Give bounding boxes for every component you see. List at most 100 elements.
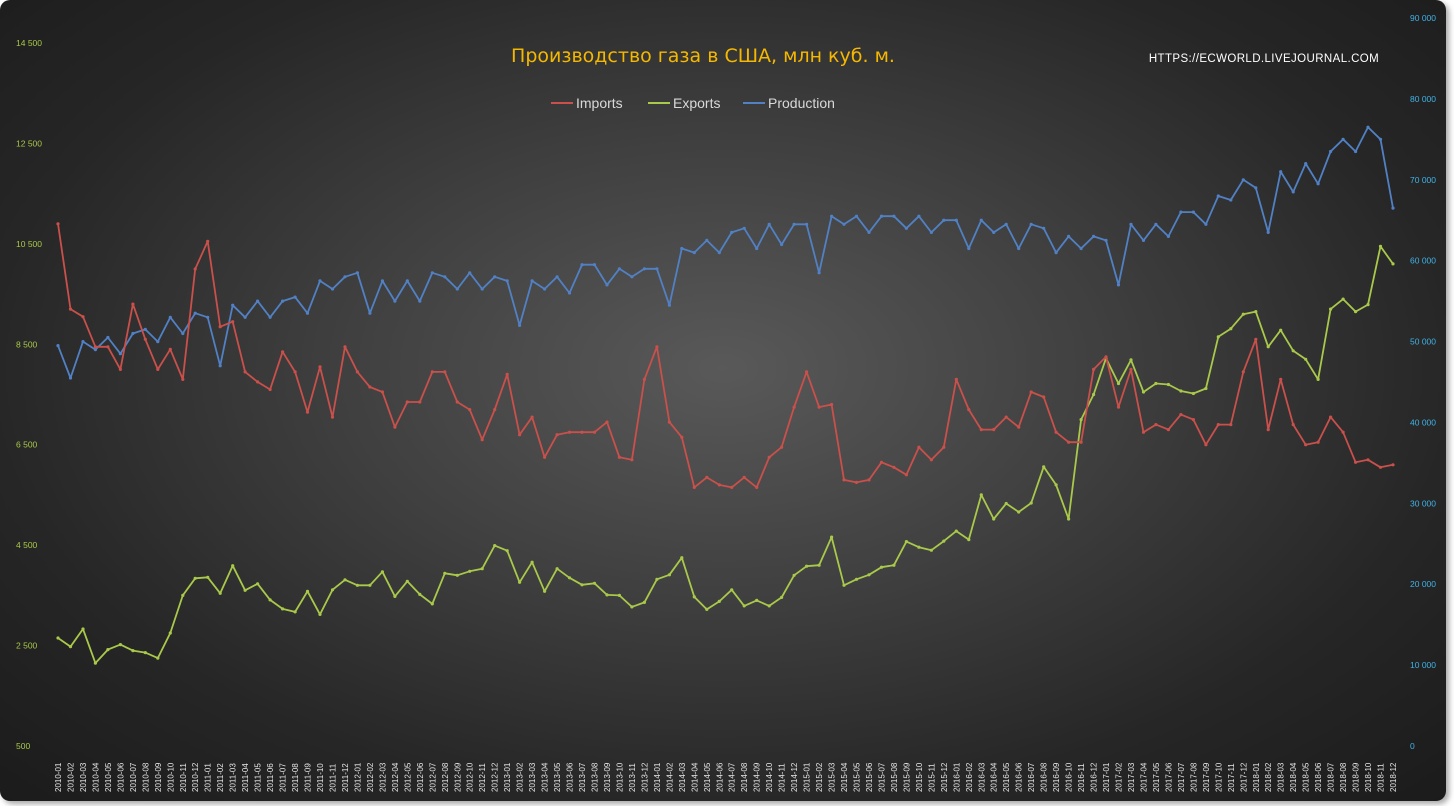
legend-item-production[interactable]: Production — [743, 95, 835, 111]
data-point-imports — [1116, 405, 1121, 409]
data-point-exports — [343, 578, 347, 582]
data-point-imports — [231, 320, 235, 324]
x-axis-tick-label: 2017-03 — [1127, 762, 1136, 792]
legend-item-exports[interactable]: Exports — [648, 95, 720, 111]
data-point-exports — [206, 575, 210, 579]
data-point-exports — [1266, 345, 1270, 349]
data-point-production — [892, 214, 896, 218]
data-point-imports — [56, 222, 60, 226]
x-axis-tick-label: 2011-06 — [266, 763, 275, 792]
data-point-production — [518, 323, 522, 327]
data-point-imports — [218, 325, 222, 329]
data-point-production — [830, 214, 834, 218]
x-axis-tick-label: 2017-11 — [1227, 763, 1236, 792]
data-point-imports — [81, 315, 85, 319]
x-axis-tick-label: 2013-01 — [503, 762, 512, 792]
data-point-exports — [1092, 392, 1096, 397]
x-axis-tick-label: 2013-03 — [528, 762, 537, 792]
data-point-production — [231, 303, 235, 307]
x-axis-tick-label: 2014-12 — [790, 762, 799, 792]
data-point-imports — [755, 485, 759, 489]
x-axis-tick-label: 2015-01 — [803, 762, 812, 792]
data-point-imports — [842, 478, 846, 482]
data-point-imports — [468, 408, 472, 412]
data-point-production — [1378, 137, 1383, 141]
data-point-exports — [1329, 307, 1333, 311]
x-axis-tick-label: 2017-05 — [1152, 762, 1161, 792]
data-point-production — [443, 275, 447, 279]
x-axis-tick-label: 2014-08 — [740, 762, 749, 792]
data-point-imports — [1042, 395, 1046, 399]
x-axis-tick-label: 2012-03 — [378, 762, 387, 792]
x-axis-tick-label: 2010-07 — [129, 762, 138, 792]
data-point-exports — [281, 607, 285, 611]
data-point-exports — [817, 563, 821, 567]
data-point-production — [1116, 283, 1121, 287]
data-point-exports — [56, 636, 60, 640]
data-point-exports — [904, 540, 909, 544]
right-axis-tick-label: 90 000 — [1410, 13, 1436, 23]
series-line-exports — [57, 245, 1394, 664]
data-point-imports — [1017, 425, 1021, 429]
x-axis-tick-label: 2011-07 — [279, 763, 288, 792]
data-point-imports — [156, 367, 160, 371]
data-point-imports — [293, 370, 297, 374]
data-point-production — [268, 315, 272, 319]
data-point-imports — [592, 430, 597, 434]
data-point-production — [368, 311, 372, 315]
x-axis-tick-label: 2016-12 — [1090, 762, 1099, 792]
x-axis-tick-label: 2017-10 — [1214, 762, 1223, 792]
data-point-imports — [543, 455, 547, 459]
data-point-exports — [917, 545, 921, 549]
data-point-production — [992, 230, 996, 234]
data-point-exports — [717, 599, 721, 604]
data-point-exports — [430, 602, 434, 606]
data-point-exports — [1354, 310, 1358, 314]
data-point-production — [505, 279, 509, 283]
data-point-production — [642, 267, 647, 271]
data-point-imports — [1341, 430, 1345, 434]
left-axis-tick-label: 4 500 — [16, 540, 38, 550]
x-axis-tick-label: 2010-05 — [104, 762, 113, 792]
data-point-exports — [580, 583, 584, 587]
data-point-exports — [231, 564, 235, 568]
data-point-exports — [605, 593, 609, 597]
data-point-production — [393, 299, 397, 303]
data-point-production — [680, 246, 684, 251]
data-point-exports — [68, 645, 73, 649]
data-point-production — [1391, 206, 1395, 210]
x-axis-tick-label: 2010-03 — [79, 762, 88, 792]
data-point-imports — [904, 473, 909, 477]
data-point-exports — [1054, 483, 1058, 487]
x-axis-tick-label: 2012-10 — [466, 762, 475, 792]
data-point-production — [455, 287, 459, 291]
right-axis-tick-label: 40 000 — [1410, 417, 1436, 427]
data-point-production — [1304, 162, 1308, 166]
legend-label-production: Production — [768, 95, 835, 111]
data-point-production — [979, 218, 983, 222]
x-axis-tick-label: 2016-10 — [1065, 762, 1074, 792]
x-axis-tick-label: 2016-09 — [1052, 762, 1061, 792]
data-point-production — [68, 376, 73, 380]
data-point-production — [805, 222, 809, 226]
data-point-imports — [1304, 443, 1308, 447]
data-point-imports — [181, 377, 185, 381]
data-point-exports — [767, 604, 771, 608]
data-point-production — [580, 263, 584, 267]
data-point-imports — [1216, 423, 1220, 427]
legend-item-imports[interactable]: Imports — [551, 95, 623, 111]
data-point-production — [405, 279, 409, 283]
data-point-imports — [131, 302, 135, 306]
x-axis-tick-label: 2015-05 — [853, 762, 862, 792]
data-point-production — [468, 271, 472, 275]
data-point-imports — [1391, 463, 1395, 467]
x-axis-tick-label: 2018-09 — [1352, 762, 1361, 792]
data-point-imports — [168, 347, 172, 351]
data-point-production — [318, 279, 322, 283]
data-point-imports — [780, 445, 784, 449]
source-label[interactable]: HTTPS://ECWORLD.LIVEJOURNAL.COM — [1149, 53, 1379, 65]
data-point-exports — [493, 544, 497, 548]
data-point-exports — [181, 593, 185, 598]
data-point-imports — [854, 480, 859, 484]
x-axis-tick-label: 2010-04 — [91, 762, 100, 792]
